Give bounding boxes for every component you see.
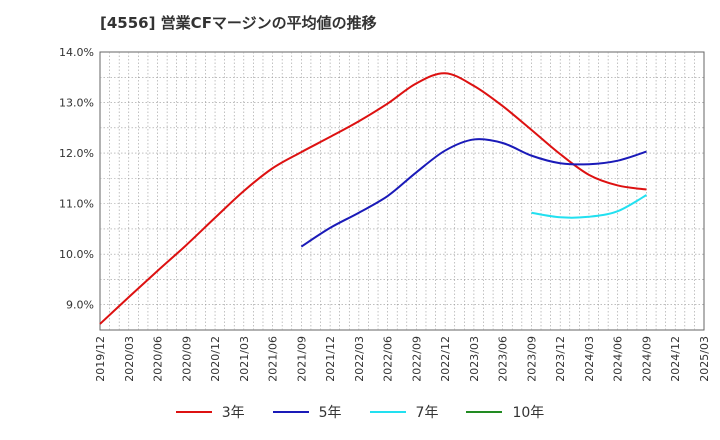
y-tick-label: 11.0% [59,198,94,211]
x-tick-label: 2024/09 [640,336,653,382]
x-tick-label: 2022/03 [353,336,366,382]
x-tick-label: 2022/09 [410,336,423,382]
chart-title: [4556] 営業CFマージンの平均値の推移 [100,14,377,32]
y-axis-ticks: 9.0% 10.0% 11.0% 12.0% 13.0% 14.0% [59,46,94,312]
legend-label: 5年 [318,405,342,421]
y-tick-label: 9.0% [66,299,94,312]
legend-item: 5年 [272,402,342,422]
x-tick-label: 2020/12 [209,336,222,382]
x-tick-label: 2021/12 [324,336,337,382]
legend-item: 7年 [369,402,439,422]
x-axis-ticks: 2019/12 2020/03 2020/06 2020/09 2020/12 2021/… [94,336,711,382]
y-tick-label: 10.0% [59,248,94,261]
x-tick-label: 2020/03 [123,336,136,382]
legend: 3年 5年 7年 10年 [0,402,720,422]
legend-swatch [272,411,309,413]
x-tick-label: 2023/06 [497,336,510,382]
legend-label: 10年 [512,405,545,421]
series-lines [99,72,647,325]
x-tick-label: 2022/06 [382,336,395,382]
legend-label: 7年 [415,405,439,421]
x-tick-label: 2024/12 [669,336,682,382]
x-tick-label: 2020/06 [152,336,165,382]
chart-canvas: 9.0% 10.0% 11.0% 12.0% 13.0% 14.0% 2019/12 202… [59,46,711,382]
legend-swatch [175,411,212,413]
legend-swatch [369,411,406,413]
y-tick-label: 12.0% [59,147,94,160]
y-tick-label: 13.0% [59,97,94,110]
grid-lines [100,52,704,330]
legend-item: 10年 [466,402,544,422]
x-tick-label: 2023/12 [554,336,567,382]
legend-label: 3年 [221,405,245,421]
y-tick-label: 14.0% [59,46,94,59]
x-tick-label: 2019/12 [94,336,107,382]
x-tick-label: 2021/09 [295,336,308,382]
legend-item: 3年 [175,402,245,422]
x-tick-label: 2025/03 [698,336,711,382]
series-line-3年 [99,72,647,325]
legend-swatch [466,411,503,413]
x-tick-label: 2023/03 [468,336,481,382]
series-line-5年 [300,138,647,248]
x-tick-label: 2021/03 [238,336,251,382]
x-tick-label: 2023/09 [525,336,538,382]
x-tick-label: 2024/06 [612,336,625,382]
x-tick-label: 2020/09 [180,336,193,382]
x-tick-label: 2021/06 [267,336,280,382]
plot-area [99,51,705,331]
x-tick-label: 2022/12 [439,336,452,382]
series-line-7年 [531,194,647,219]
x-tick-label: 2024/03 [583,336,596,382]
